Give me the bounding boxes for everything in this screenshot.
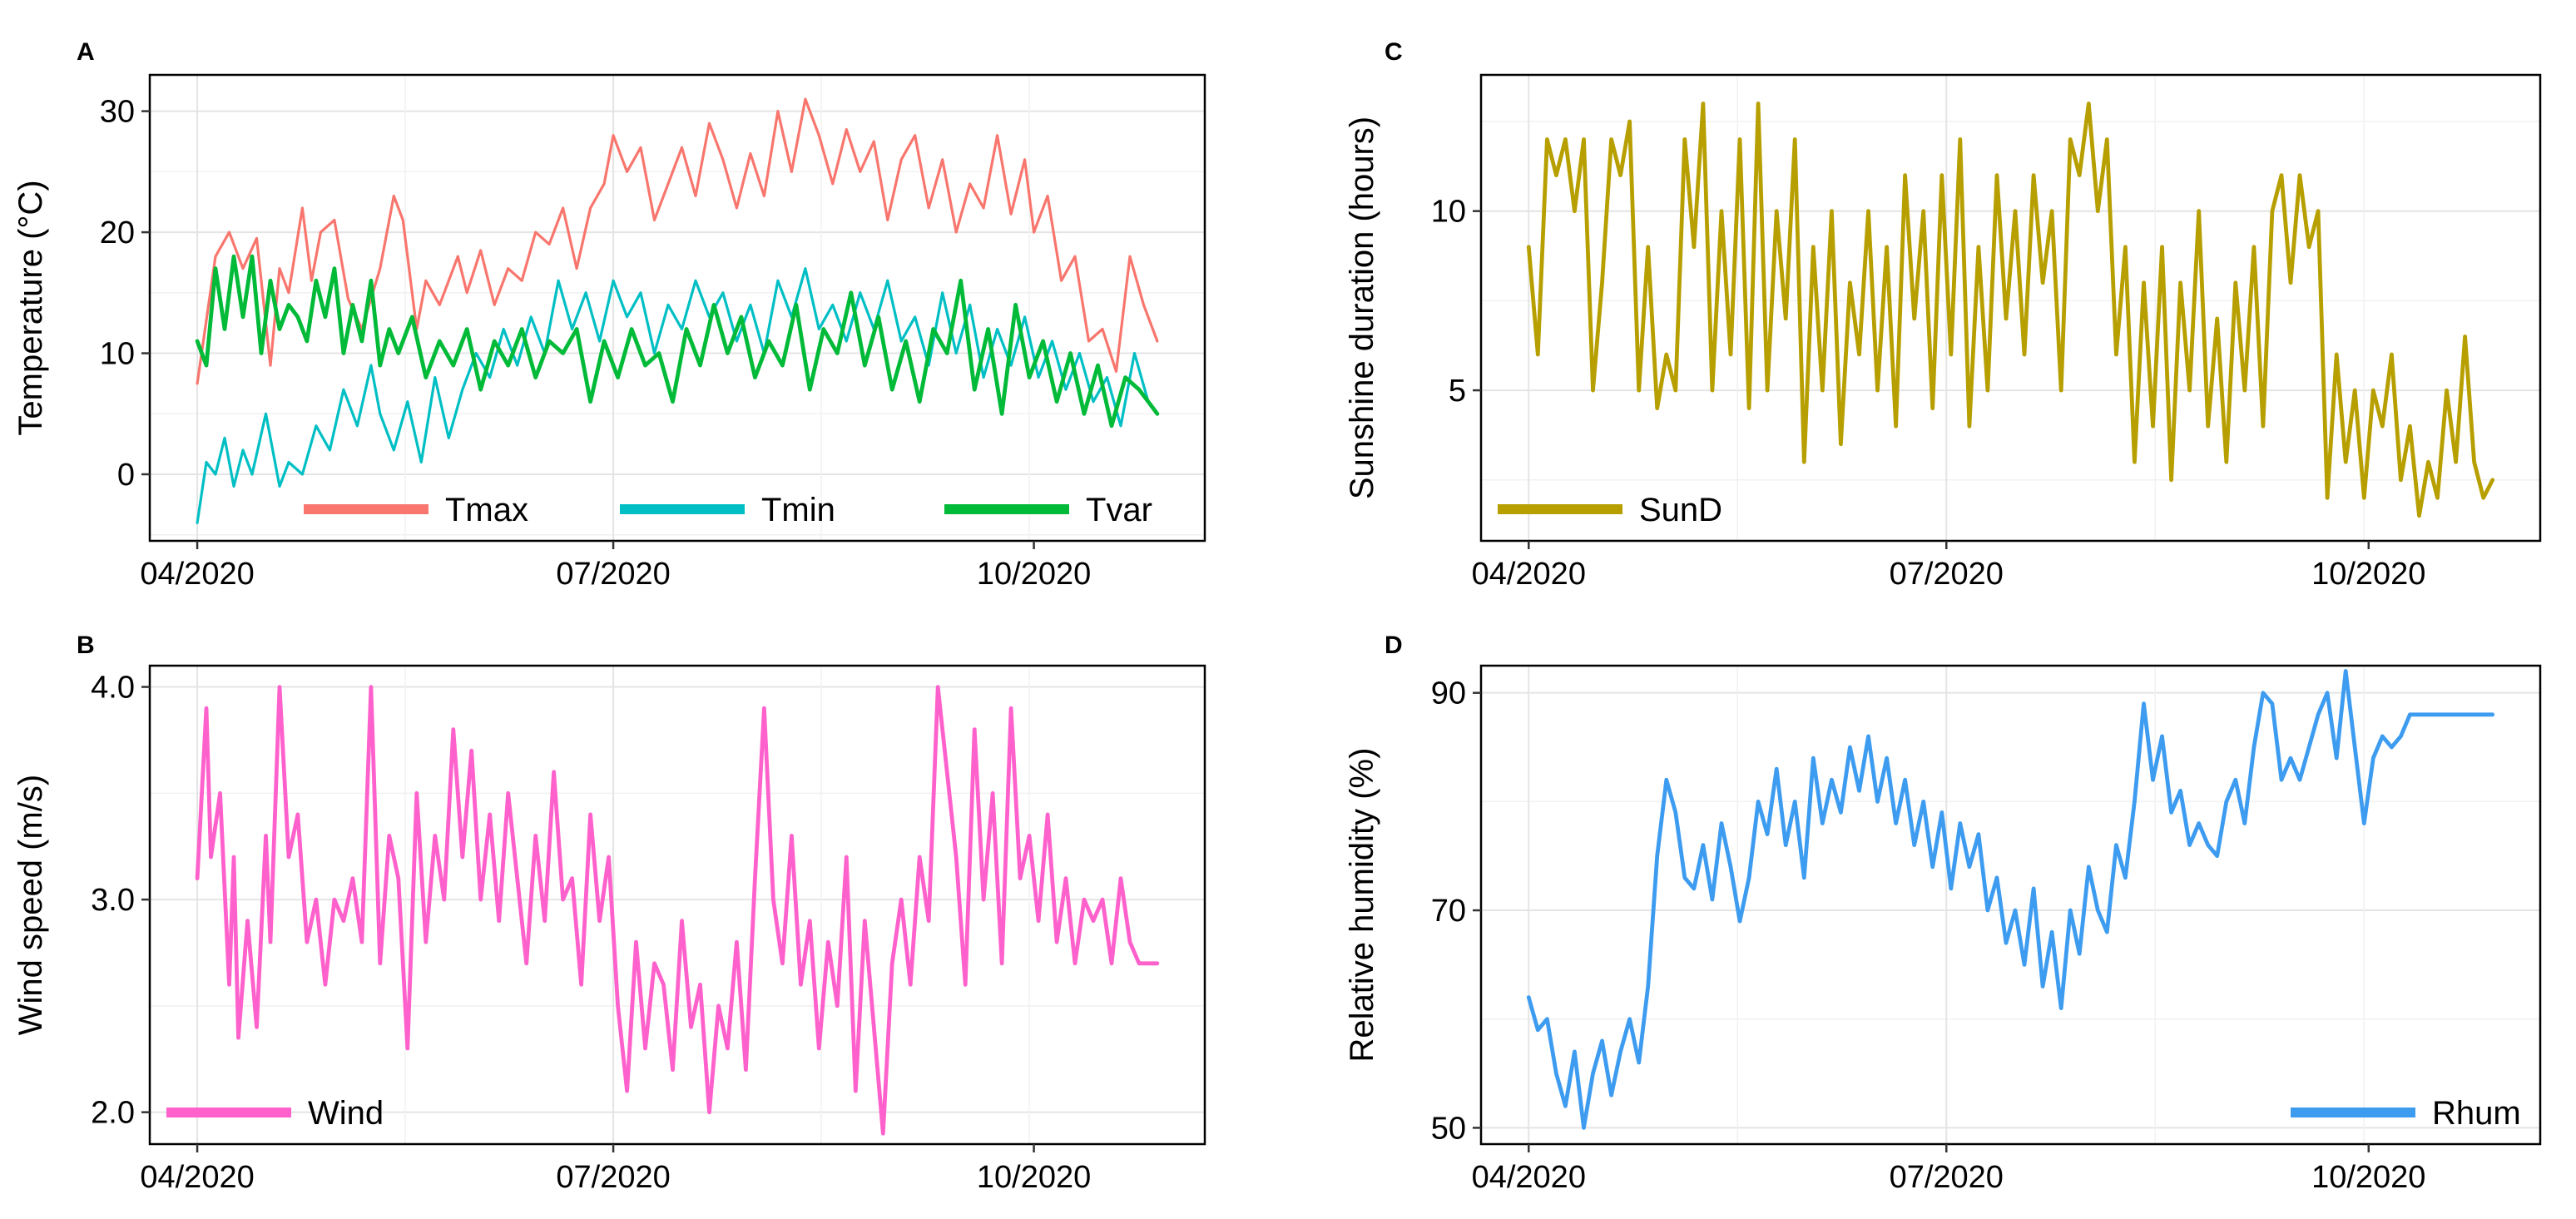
- panel-d: D 50 70 90 04/2020 07/2020 10/2020 Relative hum…: [1344, 632, 2542, 1195]
- panel-a-y-tick-label: 10: [100, 337, 135, 372]
- panel-b-legend-label-wind: Wind: [308, 1095, 384, 1132]
- panel-a-border: [148, 73, 1206, 543]
- panel-d-x-tick-label: 07/2020: [1890, 1160, 2004, 1195]
- panel-b-legend: Wind: [166, 1095, 384, 1132]
- panel-a-x-tick-label: 04/2020: [140, 557, 254, 592]
- panel-d-y-tick-label: 90: [1431, 676, 1466, 711]
- panel-b-x-tick-label: 10/2020: [977, 1160, 1091, 1195]
- panel-c-series-line-sund: [1526, 102, 2495, 518]
- panel-a-y-axis-title: Temperature (°C): [12, 180, 49, 435]
- panel-c-letter: C: [1385, 38, 1403, 66]
- panel-c-legend: SunD: [1498, 492, 1722, 528]
- panel-d-letter: D: [1385, 632, 1403, 659]
- panel-c-y-tick-label: 10: [1431, 195, 1466, 230]
- panel-a-x-tick-label: 10/2020: [977, 557, 1091, 592]
- panel-d-y-tick-label: 70: [1431, 894, 1466, 929]
- panel-a-legend-label-tvar: Tvar: [1086, 492, 1152, 528]
- panel-c-legend-label-sund: SunD: [1639, 492, 1722, 528]
- panel-a-legend-label-tmax: Tmax: [445, 492, 528, 528]
- panel-c-y-axis-title: Sunshine duration (hours): [1344, 116, 1380, 499]
- panel-a-series-line-tmax: [196, 97, 1159, 385]
- panel-a-legend-label-tmin: Tmin: [761, 492, 835, 528]
- panel-b-y-tick-label: 2.0: [91, 1096, 135, 1131]
- panel-a-y-tick-label: 20: [100, 216, 135, 250]
- panel-d-y-axis-title: Relative humidity (%): [1344, 748, 1380, 1063]
- panel-b-y-tick-label: 4.0: [91, 671, 135, 706]
- panel-d-series-line-rhum: [1526, 669, 2495, 1130]
- panel-c-x-tick-label: 07/2020: [1890, 557, 2004, 592]
- panel-a-legend: Tmax Tmin Tvar: [304, 492, 1152, 528]
- panel-a-gridlines: [150, 75, 1205, 541]
- panel-d-legend-label-rhum: Rhum: [2432, 1095, 2521, 1132]
- panel-c-border: [1479, 73, 2542, 543]
- panel-d-x-tick-label: 10/2020: [2311, 1160, 2425, 1195]
- panel-c: C 5 10 04/2020 07/2020 10/2020 Sunshine durati…: [1344, 38, 2542, 592]
- panel-b-series-line-wind: [195, 685, 1160, 1136]
- panel-d-legend: Rhum: [2291, 1095, 2521, 1132]
- panel-b-letter: B: [77, 632, 95, 659]
- panel-a-series-line-tvar: [195, 254, 1160, 429]
- panel-a-plot-area: [150, 75, 1205, 541]
- panel-b-x-tick-label: 04/2020: [140, 1160, 254, 1195]
- panel-b: B 2.0 3.0 4.0 04/2020 07/2020 10/2020 Wind spee…: [12, 632, 1206, 1195]
- panel-d-gridlines: [1481, 666, 2540, 1144]
- panel-a-letter: A: [77, 38, 95, 66]
- panel-c-y-tick-label: 5: [1449, 374, 1466, 409]
- panel-d-x-tick-label: 04/2020: [1472, 1160, 1586, 1195]
- panel-c-x-tick-label: 10/2020: [2311, 557, 2425, 592]
- panel-c-x-tick-label: 04/2020: [1472, 557, 1586, 592]
- panel-c-plot-area: [1481, 75, 2540, 541]
- panel-b-y-axis-title: Wind speed (m/s): [12, 775, 49, 1035]
- panel-b-plot-area: [150, 666, 1205, 1144]
- panel-b-y-tick-label: 3.0: [91, 883, 135, 918]
- panel-a-x-tick-label: 07/2020: [556, 557, 670, 592]
- panel-a: A 0 10 20 30 04/2020 07/2020 10/2020 Temperature…: [12, 38, 1206, 592]
- panel-b-x-tick-label: 07/2020: [556, 1160, 670, 1195]
- panel-d-y-tick-label: 50: [1431, 1111, 1466, 1146]
- panel-d-border: [1479, 664, 2542, 1146]
- panel-a-y-tick-label: 0: [117, 458, 135, 493]
- panel-b-border: [148, 664, 1206, 1146]
- panel-a-y-tick-label: 30: [100, 95, 135, 130]
- panel-a-series-line-tmin: [196, 267, 1159, 524]
